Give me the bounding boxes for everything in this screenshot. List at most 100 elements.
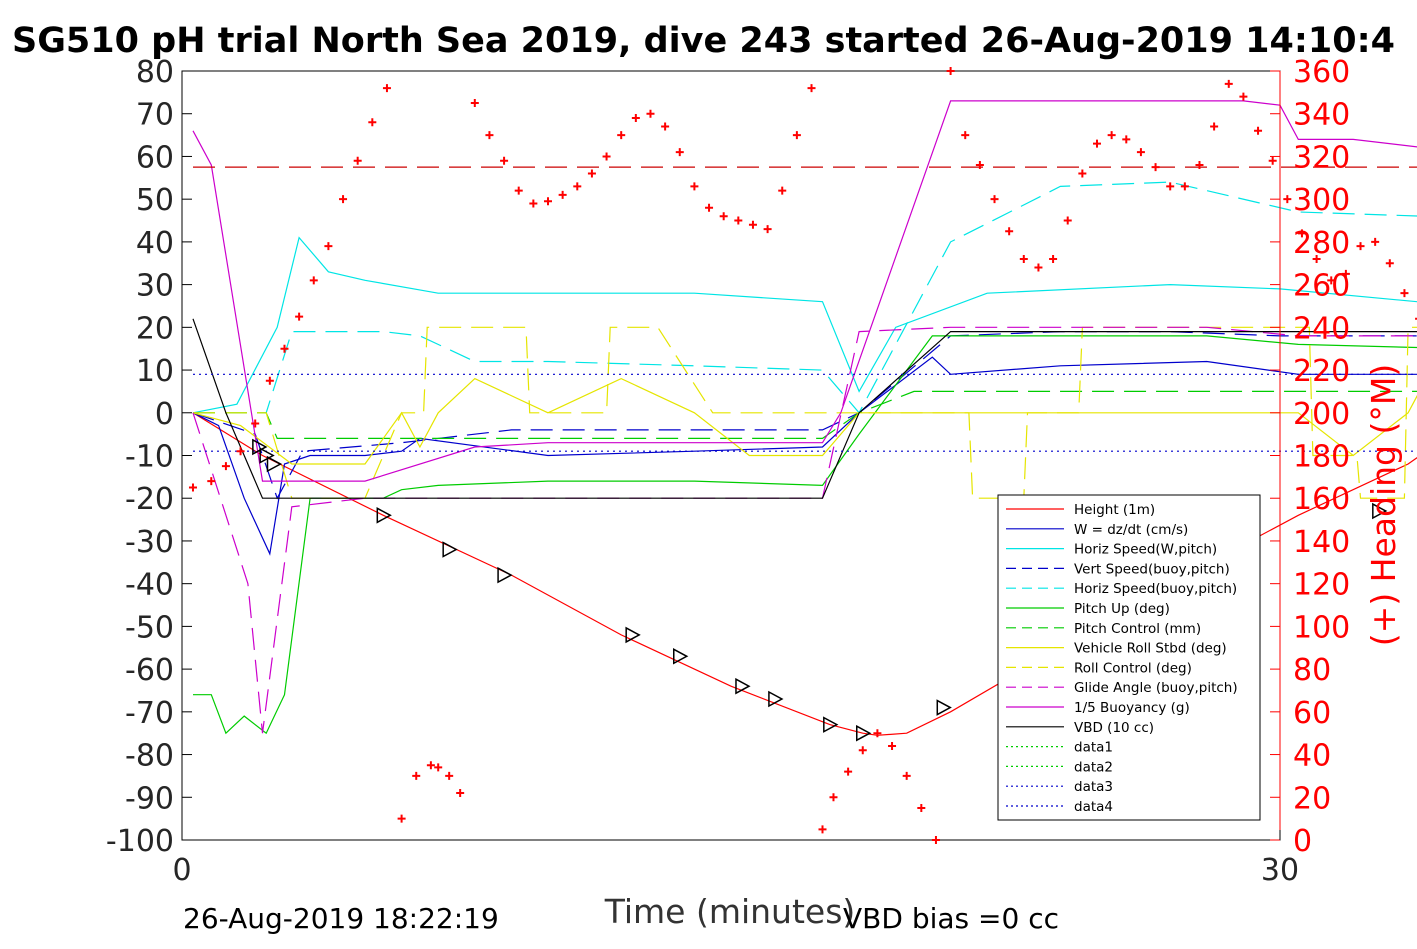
heading-point — [690, 182, 699, 191]
heading-point — [602, 152, 611, 161]
height-marker — [625, 626, 641, 644]
y-right-tick-label: 120 — [1293, 568, 1350, 603]
heading-point — [397, 814, 406, 823]
heading-point — [961, 131, 970, 140]
heading-point — [975, 160, 984, 169]
heading-point — [888, 742, 897, 751]
y-tick-label: -70 — [125, 696, 174, 731]
heading-point — [734, 216, 743, 225]
y-tick-label: -100 — [106, 824, 174, 859]
y-right-tick-label: 100 — [1293, 610, 1350, 645]
y-right-tick-label: 280 — [1293, 226, 1350, 261]
heading-point — [1254, 126, 1263, 135]
height-marker — [735, 677, 751, 695]
series-line-horiz_buoy — [193, 181, 1417, 414]
height-marker — [252, 438, 268, 456]
heading-point — [1297, 229, 1306, 238]
legend-label: VBD (10 cc) — [1074, 720, 1154, 736]
footer-timestamp: 26-Aug-2019 18:22:19 — [183, 902, 499, 935]
heading-point — [1400, 289, 1409, 298]
height-marker — [497, 566, 513, 584]
heading-point — [946, 67, 955, 75]
heading-point — [617, 131, 626, 140]
heading-point — [236, 447, 245, 456]
heading-point — [1312, 254, 1321, 263]
heading-point — [705, 203, 714, 212]
legend-label: Roll Control (deg) — [1074, 660, 1192, 676]
y-right-tick-label: 0 — [1293, 824, 1312, 859]
heading-point — [1019, 254, 1028, 263]
heading-point — [1239, 92, 1248, 101]
y-right-tick-label: 360 — [1293, 55, 1350, 90]
y-tick-label: -40 — [125, 568, 174, 603]
height-marker — [673, 648, 689, 665]
y-right-tick-label: 80 — [1293, 653, 1331, 688]
y-right-tick-label: 320 — [1293, 140, 1350, 175]
heading-point — [368, 118, 377, 127]
y-tick-label: -10 — [125, 440, 174, 475]
heading-point — [1034, 263, 1043, 272]
heading-point — [426, 761, 435, 770]
y-right-tick-label: 140 — [1293, 525, 1350, 560]
heading-point — [858, 746, 867, 755]
legend-label: Pitch Up (deg) — [1074, 601, 1170, 617]
heading-point — [931, 836, 940, 844]
legend-label: data4 — [1074, 799, 1113, 815]
series-line-vert_buoy — [192, 331, 1417, 500]
heading-point — [1341, 269, 1350, 278]
heading-point — [778, 186, 787, 195]
heading-point — [1151, 163, 1160, 172]
y-tick-label: -50 — [125, 610, 174, 645]
y-right-tick-label: 200 — [1293, 397, 1350, 432]
series-line-pitch_ctrl — [193, 390, 1417, 439]
heading-point — [485, 131, 494, 140]
height-marker — [442, 541, 458, 558]
height-marker — [823, 716, 839, 733]
heading-point — [1093, 139, 1101, 148]
legend-label: data2 — [1074, 759, 1113, 775]
heading-points-layer — [188, 67, 1417, 844]
y-axis-right: 3603403203002802602402202001801601401201… — [1270, 55, 1350, 859]
y-right-tick-label: 300 — [1293, 183, 1350, 218]
y-tick-label: 80 — [136, 55, 174, 90]
heading-point — [1224, 79, 1233, 88]
heading-point — [1166, 182, 1175, 191]
y-axis-left: 80 70 60 50 40 30 20 10 0 -10 -20 -30 -40 -50 -60 -70 -8… — [106, 55, 192, 859]
heading-point — [990, 195, 999, 204]
heading-point — [1195, 160, 1204, 169]
y-tick-label: 50 — [136, 183, 174, 218]
heading-point — [748, 220, 757, 229]
legend-label: Glide Angle (buoy,pitch) — [1074, 680, 1238, 696]
heading-point — [445, 771, 454, 780]
legend-label: Horiz Speed(buoy,pitch) — [1074, 581, 1237, 597]
height-marker — [376, 507, 392, 524]
heading-point — [917, 803, 926, 812]
heading-point — [456, 789, 465, 798]
heading-point — [1136, 148, 1145, 157]
legend-label: W = dz/dt (cm/s) — [1074, 522, 1188, 538]
heading-point — [353, 156, 362, 165]
y-tick-label: 0 — [155, 397, 174, 432]
series-line-vbd — [192, 318, 1417, 499]
height-marker — [259, 447, 275, 464]
legend-label: data1 — [1074, 740, 1113, 756]
heading-point — [1210, 122, 1219, 131]
series-line-horiz_w — [192, 236, 1417, 414]
heading-point — [818, 825, 827, 834]
series-line-roll_ctrl — [193, 326, 1417, 499]
heading-point — [1283, 195, 1292, 204]
heading-point — [763, 225, 772, 234]
heading-point — [829, 793, 838, 802]
series-line-pitch — [193, 335, 1417, 735]
heading-point — [1063, 216, 1072, 225]
heading-point — [500, 156, 509, 165]
heading-point — [1268, 156, 1277, 165]
y-right-tick-label: 240 — [1293, 311, 1350, 346]
legend-label: Vert Speed(buoy,pitch) — [1074, 561, 1230, 577]
x-tick-label: 30 — [1261, 853, 1299, 888]
heading-point — [544, 197, 552, 206]
heading-point — [324, 242, 333, 251]
legend: Height (1m) W = dz/dt (cm/s) Horiz Speed(W… — [997, 494, 1261, 821]
